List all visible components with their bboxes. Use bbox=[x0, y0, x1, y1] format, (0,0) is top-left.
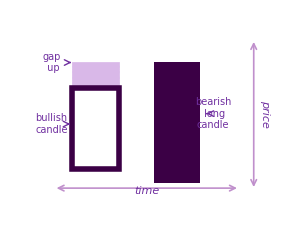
Bar bbox=[154, 62, 200, 183]
Text: gap
 up: gap up bbox=[42, 52, 61, 73]
Bar bbox=[72, 62, 119, 88]
Text: bearish
 long
candle: bearish long candle bbox=[195, 97, 231, 130]
Text: bullish
candle: bullish candle bbox=[35, 113, 68, 135]
Bar bbox=[72, 88, 119, 169]
Text: time: time bbox=[134, 186, 159, 196]
Text: price: price bbox=[260, 100, 270, 128]
